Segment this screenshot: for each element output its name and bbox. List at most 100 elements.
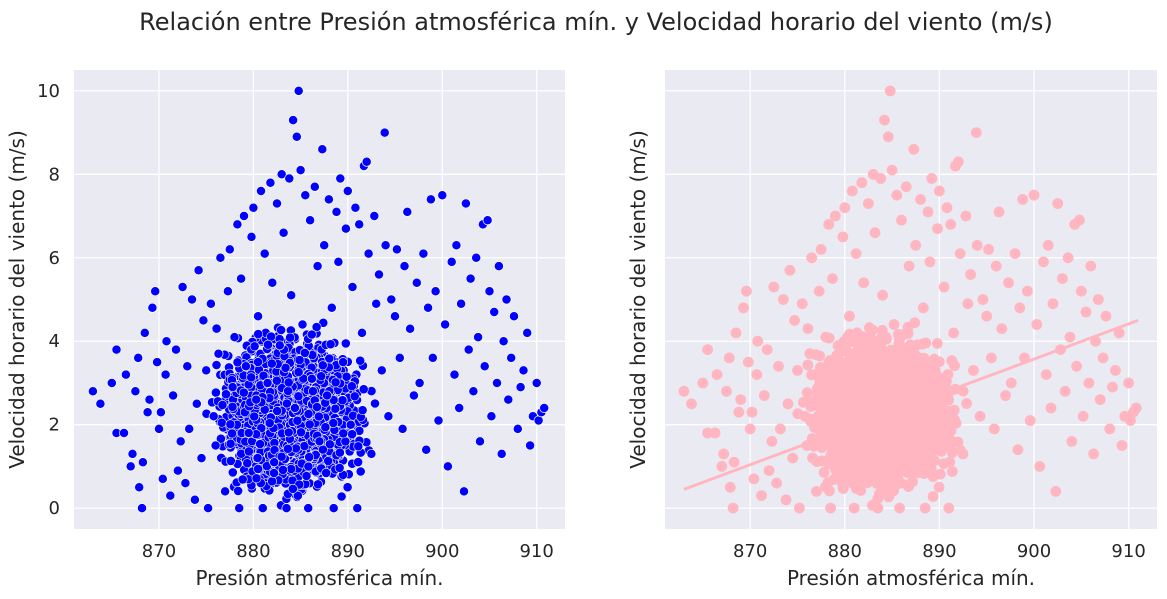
left-cloud-point [237, 474, 248, 485]
left-scatter-point [150, 286, 161, 297]
left-cloud-point [303, 461, 314, 472]
left-scatter-point [272, 198, 282, 209]
left-scatter-point [312, 261, 323, 272]
left-scatter-point [180, 478, 191, 489]
left-scatter-point [357, 327, 367, 338]
left-cloud-point [293, 391, 304, 402]
left-scatter-point [533, 415, 544, 426]
left-scatter-point [286, 290, 297, 301]
left-scatter-point [383, 411, 394, 422]
left-cloud-point [287, 483, 298, 494]
left-scatter-point [201, 365, 212, 376]
left-scatter-point [402, 206, 413, 217]
left-scatter-point [205, 298, 216, 309]
left-x-tick-labels: 870 880 890 900 910 [142, 541, 554, 562]
left-scatter-point [405, 323, 416, 334]
left-scatter-point [147, 302, 158, 313]
left-scatter-point [236, 273, 247, 284]
left-scatter-point [155, 407, 166, 418]
left-scatter-point [525, 440, 536, 451]
left-cloud-point [317, 444, 328, 455]
left-cloud-point [253, 329, 264, 339]
left-scatter-point [193, 265, 204, 276]
left-cloud-point [317, 360, 328, 371]
left-cloud-point [334, 447, 345, 458]
left-scatter-point [142, 407, 153, 418]
left-cloud-point [253, 463, 263, 474]
left-scatter-point [265, 177, 276, 188]
left-scatter-point [232, 219, 243, 230]
left-scatter-point [371, 298, 382, 309]
left-scatter-point [501, 294, 512, 305]
left-scatter-point [482, 215, 493, 226]
left-scatter-point [295, 165, 306, 176]
left-y-tick-label: 6 [49, 248, 60, 269]
left-cloud-point [306, 329, 317, 340]
left-cloud-point [210, 387, 221, 398]
left-scatter-point [518, 365, 529, 376]
left-scatter-point [335, 173, 346, 184]
left-cloud-point [269, 468, 279, 478]
left-cloud-point [217, 399, 228, 410]
left-cloud-point [243, 446, 254, 457]
left-scatter-point [111, 344, 122, 355]
left-cloud-point [249, 341, 260, 352]
left-cloud-point [312, 402, 322, 412]
left-scatter-point [210, 440, 221, 451]
left-cloud-point [283, 427, 294, 438]
left-scatter-point [430, 286, 441, 297]
left-scatter-point [119, 428, 129, 438]
left-scatter-point [379, 127, 390, 138]
left-gridlines [74, 70, 565, 529]
left-scatter-point [246, 231, 257, 242]
left-scatter-point [257, 503, 268, 514]
left-scatter-point [394, 352, 405, 363]
left-cloud-point [225, 455, 236, 466]
left-scatter-point [160, 369, 171, 380]
left-scatter-point [243, 428, 254, 438]
left-cloud-point [320, 422, 331, 433]
left-scatter-point [309, 181, 320, 192]
left-scatter-point [106, 378, 117, 388]
left-scatter-point [484, 286, 495, 297]
left-scatter-point [137, 457, 148, 468]
left-cloud-point [271, 375, 282, 386]
left-scatter-point [227, 382, 238, 393]
left-scatter-point [531, 378, 542, 388]
left-scatter-point [168, 390, 179, 401]
left-scatter-point [184, 423, 195, 434]
left-scatter-point [479, 361, 490, 372]
right-cloud-point [946, 355, 958, 367]
left-scatter-point [220, 486, 231, 497]
left-scatter-point [196, 453, 207, 464]
left-scatter-point [224, 244, 235, 255]
left-cloud-point [370, 398, 380, 409]
left-cloud-point [353, 457, 363, 467]
left-cloud-point [282, 443, 293, 454]
left-x-tick-label: 890 [331, 541, 365, 562]
left-scatter-point [418, 248, 429, 259]
left-x-axis-label: Presión atmosférica mín. [195, 566, 443, 590]
left-cloud-point [272, 406, 283, 416]
left-cloud-point [342, 482, 353, 493]
left-scatter-point [347, 282, 358, 292]
left-scatter-point [411, 277, 422, 288]
left-cloud-point [225, 438, 236, 449]
left-scatter-point [456, 298, 467, 309]
left-cloud-point [267, 476, 277, 487]
left-scatter-point [134, 482, 145, 493]
left-scatter-point [259, 248, 270, 259]
left-cloud-point [221, 389, 231, 400]
left-cloud-point [227, 467, 238, 478]
left-scatter-point [127, 448, 138, 459]
left-scatter-point [239, 211, 249, 221]
left-scatter-point [496, 448, 507, 459]
left-cloud-point [292, 415, 303, 426]
left-y-tick-label: 10 [37, 81, 60, 102]
left-cloud-point [283, 377, 294, 388]
left-scatter-point [465, 273, 476, 284]
left-scatter-point [326, 302, 337, 313]
left-cloud-point [334, 462, 345, 473]
left-scatter-point [267, 277, 278, 288]
